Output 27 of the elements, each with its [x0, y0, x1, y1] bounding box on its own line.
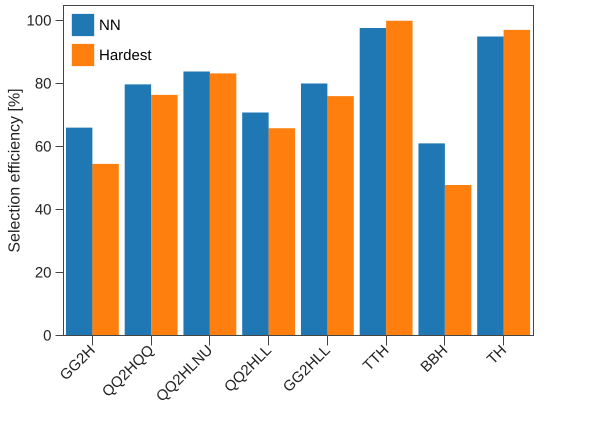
legend-label: Hardest: [99, 47, 152, 64]
bar: [418, 143, 445, 335]
bar: [386, 20, 413, 335]
bar: [210, 73, 236, 335]
bar: [242, 112, 269, 335]
bar: [151, 94, 178, 335]
bar: [183, 72, 210, 335]
y-tick-label: 40: [34, 201, 52, 218]
y-tick-label: 0: [43, 328, 52, 344]
x-tick-label: TH: [484, 342, 510, 368]
y-tick-label: 80: [34, 75, 52, 92]
y-tick-label: 60: [34, 138, 52, 156]
y-tick-label: 100: [26, 12, 52, 30]
bar: [300, 83, 328, 335]
bar: [477, 36, 504, 335]
bar: [360, 28, 386, 335]
legend-label: NN: [99, 17, 121, 34]
y-axis-title: Selection efficiency [%]: [6, 88, 24, 253]
bar: [504, 30, 530, 335]
bar: [268, 128, 296, 335]
bar: [92, 164, 119, 335]
x-tick-label: TTH: [360, 342, 392, 374]
bar: [66, 128, 92, 335]
bar: [124, 84, 152, 335]
y-tick-label: 20: [34, 264, 52, 282]
bar: [444, 184, 472, 335]
bar: [327, 96, 354, 335]
